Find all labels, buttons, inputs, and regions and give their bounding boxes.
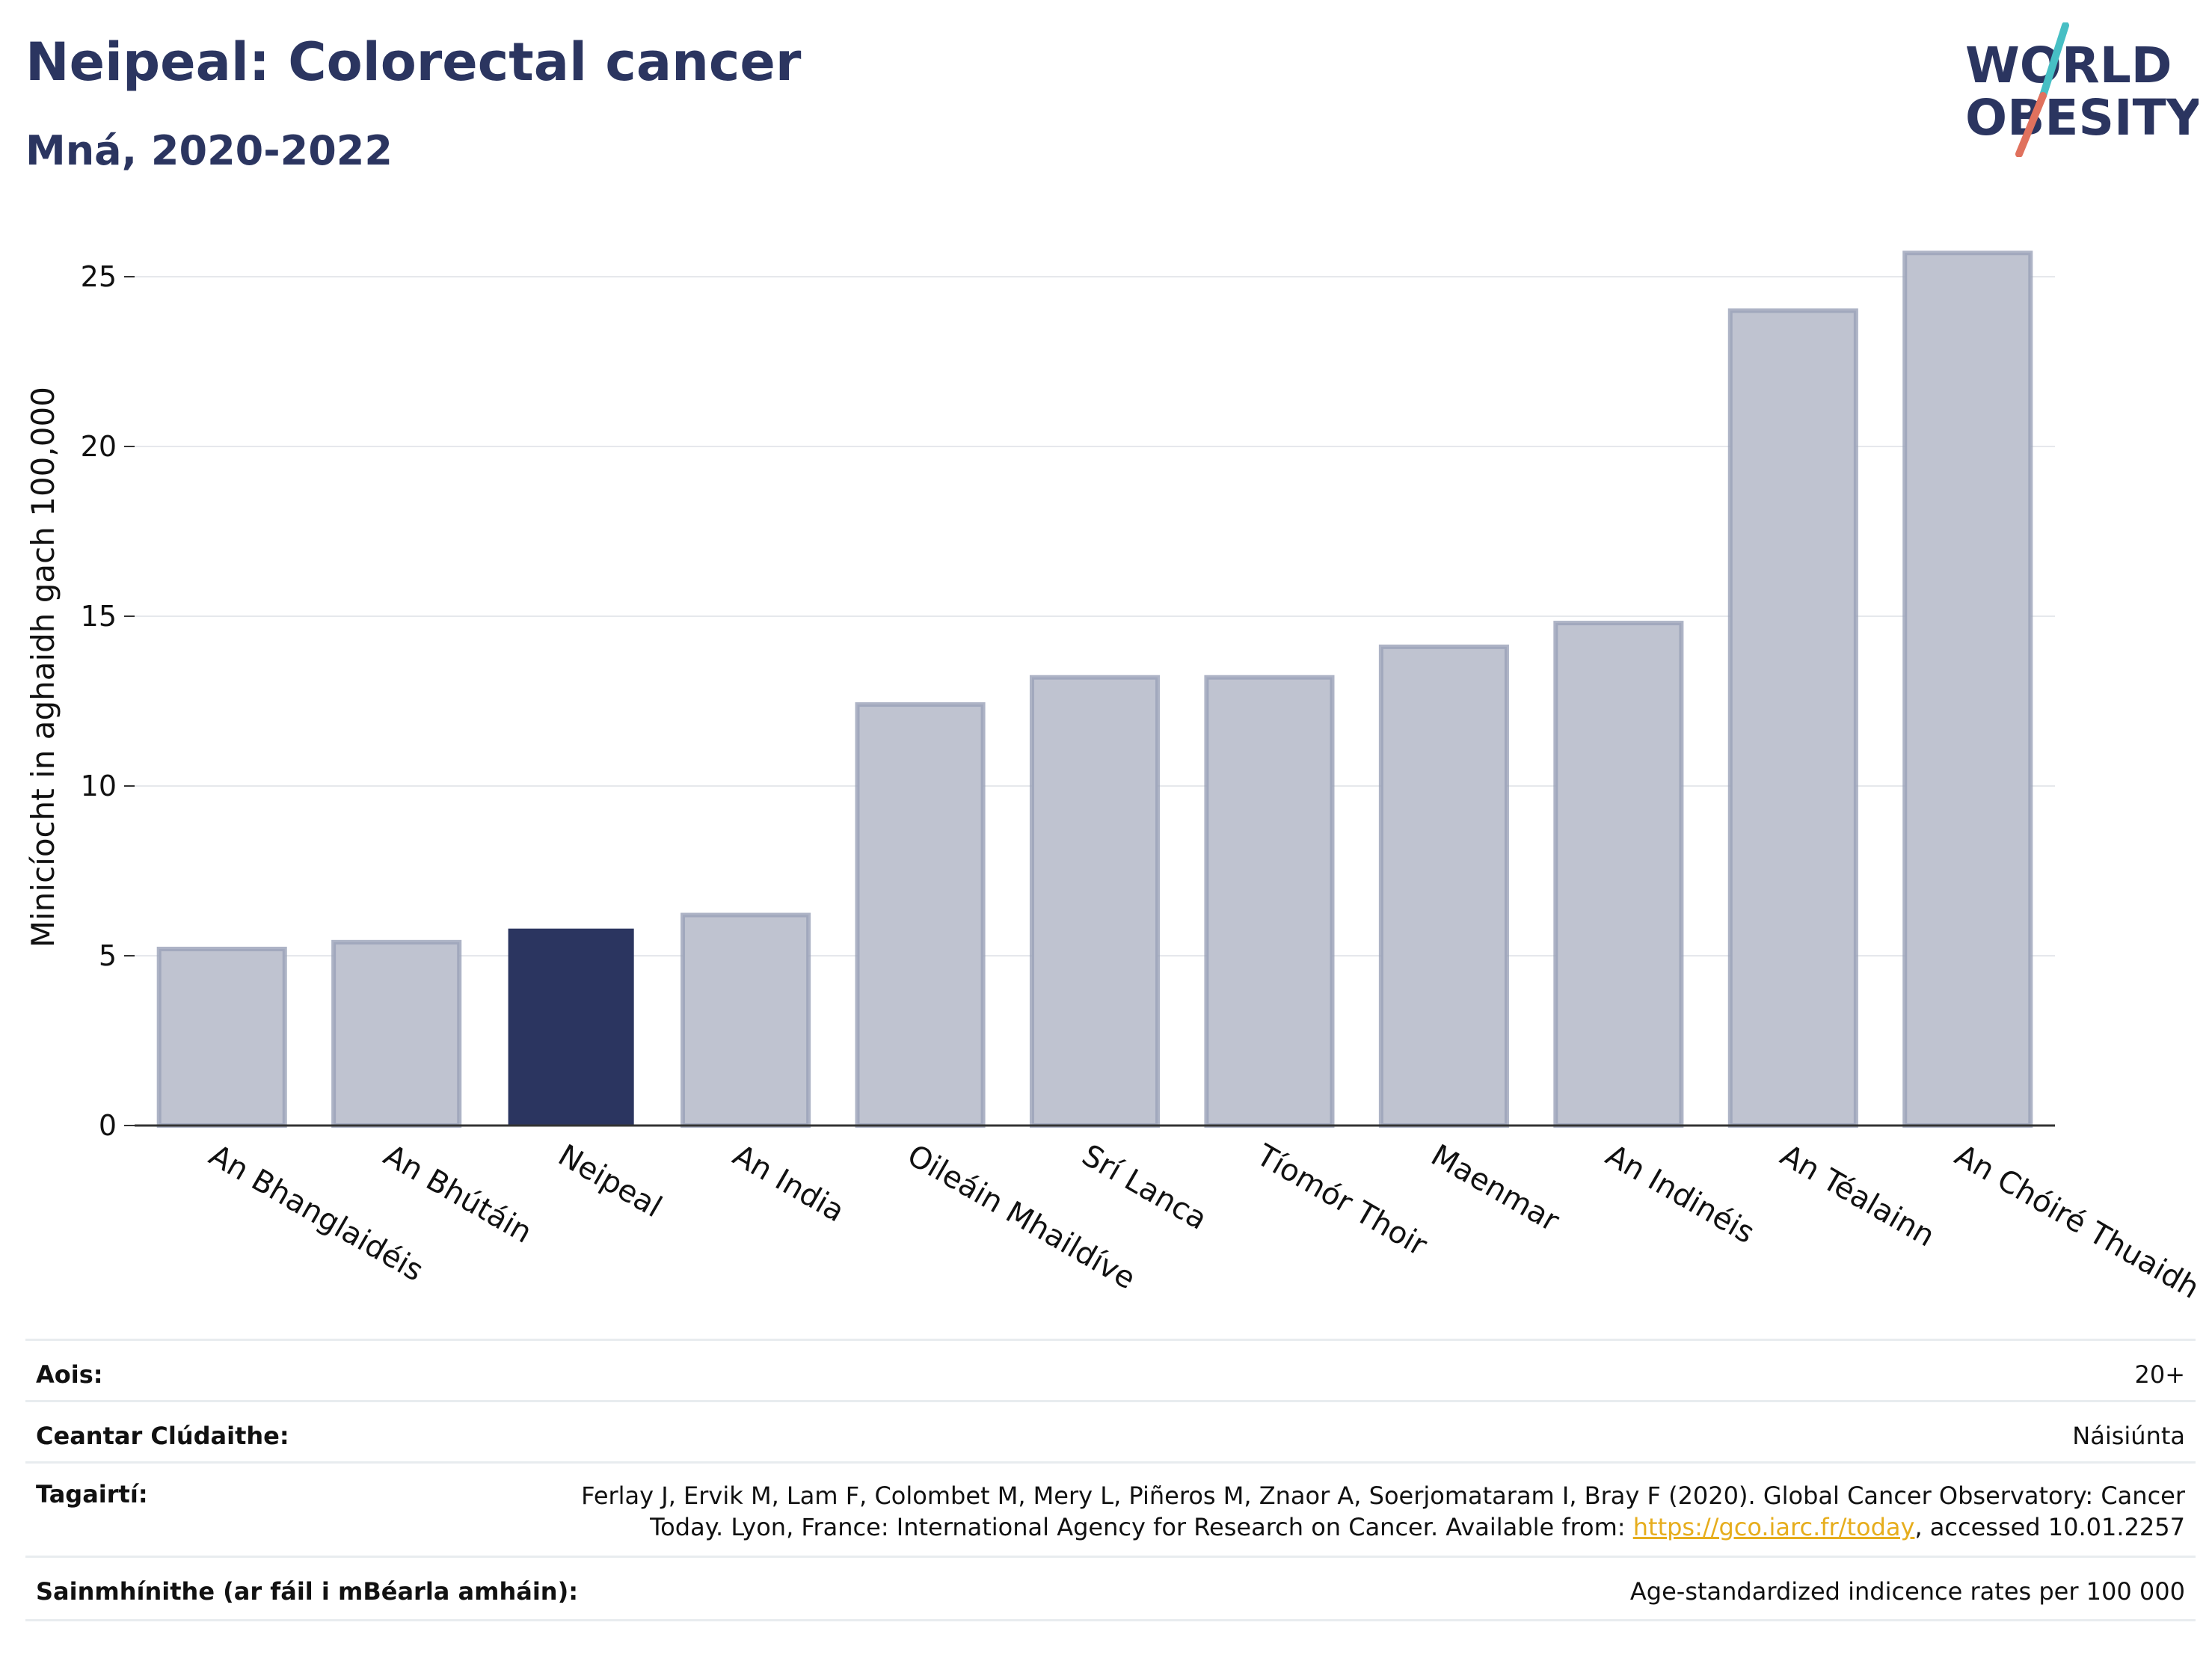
logo-text-obesity: OBESITY bbox=[1965, 89, 2199, 147]
references-line-2-text: Today. Lyon, France: International Agenc… bbox=[650, 1513, 1633, 1541]
y-tick-label: 10 bbox=[81, 770, 117, 802]
bar bbox=[1029, 675, 1161, 1128]
bar bbox=[1727, 308, 1858, 1128]
definitions-value: Age-standardized indicence rates per 100… bbox=[1629, 1577, 2185, 1606]
x-tick-label: An India bbox=[727, 1138, 850, 1229]
bar bbox=[156, 946, 287, 1129]
page-subtitle: Mná, 2020-2022 bbox=[25, 127, 393, 174]
bar bbox=[1902, 251, 2033, 1129]
bar bbox=[1378, 644, 1509, 1128]
y-tick-label: 0 bbox=[99, 1109, 117, 1142]
age-value: 20+ bbox=[2134, 1360, 2185, 1389]
x-tick-label: Srí Lanca bbox=[1076, 1138, 1213, 1237]
bar bbox=[1204, 675, 1335, 1128]
x-tick-label: Neipeal bbox=[553, 1138, 668, 1224]
definitions-label: Sainmhínithe (ar fáil i mBéarla amháin): bbox=[36, 1577, 578, 1606]
y-tick-label: 5 bbox=[99, 939, 117, 972]
coverage-value: Náisiúnta bbox=[2072, 1422, 2185, 1450]
references-link[interactable]: https://gco.iarc.fr/today bbox=[1632, 1513, 1915, 1541]
references-line-1: Ferlay J, Ervik M, Lam F, Colombet M, Me… bbox=[581, 1481, 2185, 1510]
logo-slash-teal bbox=[2039, 22, 2069, 99]
y-tick-label: 15 bbox=[81, 600, 117, 633]
x-tick-label: Tíomór Thoir bbox=[1250, 1137, 1434, 1263]
age-label: Aois: bbox=[36, 1360, 103, 1389]
logo-text-world: WORLD bbox=[1965, 37, 2172, 94]
bar bbox=[331, 939, 462, 1128]
coverage-label: Ceantar Clúdaithe: bbox=[36, 1422, 289, 1450]
logo-slash-coral bbox=[2015, 92, 2047, 157]
references-line-2: Today. Lyon, France: International Agenc… bbox=[581, 1511, 2185, 1543]
bar bbox=[681, 912, 811, 1129]
meta-row-age: Aois: 20+ bbox=[25, 1339, 2196, 1401]
page-title: Neipeal: Colorectal cancer bbox=[25, 31, 802, 93]
bar bbox=[508, 928, 634, 1126]
x-tick-label: An Chóiré Thuaidh bbox=[1949, 1138, 2205, 1306]
x-tick-label: An Téalainn bbox=[1775, 1138, 1941, 1254]
y-tick-label: 20 bbox=[81, 430, 117, 463]
references-label: Tagairtí: bbox=[36, 1480, 148, 1508]
x-tick-label: An Bhútáin bbox=[378, 1138, 538, 1250]
world-obesity-logo: WORLD OBESITY bbox=[1965, 22, 2199, 157]
x-tick-label: An Indinéis bbox=[1600, 1138, 1760, 1250]
references-value: Ferlay J, Ervik M, Lam F, Colombet M, Me… bbox=[581, 1480, 2185, 1543]
bar bbox=[1553, 621, 1684, 1128]
bar bbox=[855, 702, 986, 1128]
references-line-2-end: , accessed 10.01.2257 bbox=[1914, 1513, 2185, 1541]
metadata-table: Aois: 20+ Ceantar Clúdaithe: Náisiúnta T… bbox=[25, 1339, 2196, 1623]
meta-row-definitions: Sainmhínithe (ar fáil i mBéarla amháin):… bbox=[25, 1556, 2196, 1621]
y-axis-label: Minicíocht in aghaidh gach 100,000 bbox=[25, 387, 61, 948]
meta-row-references: Tagairtí: Ferlay J, Ervik M, Lam F, Colo… bbox=[25, 1461, 2196, 1556]
y-tick-label: 25 bbox=[81, 260, 117, 293]
meta-row-coverage: Ceantar Clúdaithe: Náisiúnta bbox=[25, 1400, 2196, 1462]
x-tick-label: Maenmar bbox=[1425, 1138, 1565, 1239]
